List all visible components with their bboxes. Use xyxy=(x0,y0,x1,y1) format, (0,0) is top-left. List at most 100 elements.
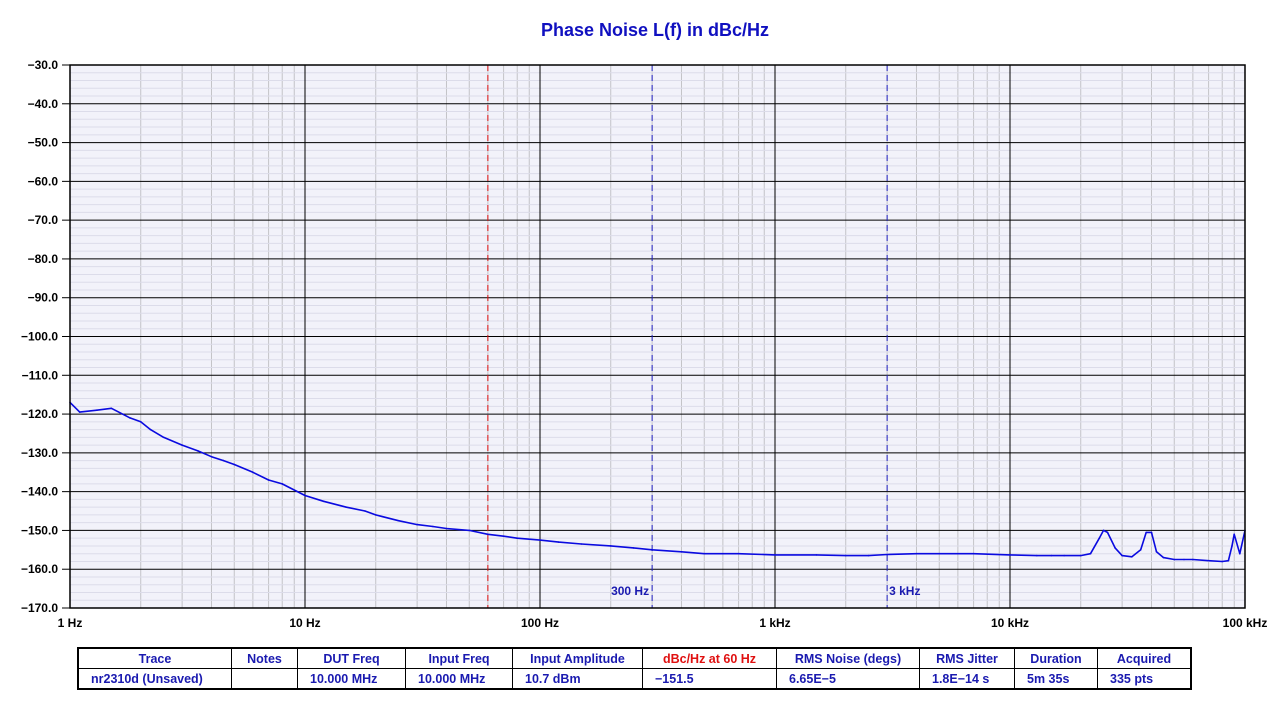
trace-point xyxy=(197,450,199,452)
trace-point xyxy=(1050,554,1053,557)
cell-input-amplitude: 10.7 dBm xyxy=(512,668,643,690)
trace-point xyxy=(1155,551,1158,553)
x-axis-ticks: 1 Hz 10 Hz 100 Hz 1 kHz 10 kHz 100 kHz xyxy=(58,616,1268,630)
trace-point xyxy=(1114,547,1116,549)
x-tick-label: 100 Hz xyxy=(521,616,559,630)
trace-point xyxy=(345,506,348,509)
x-tick-label: 10 Hz xyxy=(289,616,320,630)
x-tick-label: 10 kHz xyxy=(991,616,1029,630)
y-tick-label: −140.0 xyxy=(21,485,58,499)
trace-point xyxy=(1139,549,1142,551)
cell-input-freq: 10.000 MHz xyxy=(405,668,513,690)
cell-dut-freq: 10.000 MHz xyxy=(297,668,406,690)
trace-point xyxy=(222,459,225,462)
y-tick-label: −170.0 xyxy=(21,601,58,615)
header-input-freq: Input Freq xyxy=(405,647,513,669)
trace-point xyxy=(1121,554,1123,557)
trace-point xyxy=(1098,537,1101,539)
trace-point xyxy=(181,444,183,446)
trace-point xyxy=(632,547,635,549)
y-tick-label: −40.0 xyxy=(28,97,59,111)
trace-point xyxy=(1227,559,1230,562)
trace-point xyxy=(1131,556,1133,558)
trace-point xyxy=(267,479,270,481)
trace-point xyxy=(580,543,583,545)
cell-rms-jitter: 1.8E−14 s xyxy=(919,668,1015,690)
trace-point xyxy=(972,552,975,555)
trace-point xyxy=(281,483,284,485)
trace-point xyxy=(557,541,560,543)
trace-point xyxy=(149,428,152,431)
trace-point xyxy=(129,417,131,419)
trace-point xyxy=(252,471,254,474)
trace-point xyxy=(1221,560,1223,563)
marker-label: 3 kHz xyxy=(889,584,920,598)
trace-point xyxy=(703,552,706,555)
trace-point xyxy=(322,500,325,503)
trace-point xyxy=(162,436,165,439)
y-tick-label: −30.0 xyxy=(28,58,59,72)
trace-point xyxy=(1162,556,1165,559)
cell-rms-noise: 6.65E−5 xyxy=(776,668,920,690)
cell-notes xyxy=(231,668,298,690)
trace-point xyxy=(651,549,653,551)
y-tick-label: −50.0 xyxy=(28,136,59,150)
trace-point xyxy=(416,523,418,526)
trace-point xyxy=(1192,558,1194,561)
table-header-row: Trace Notes DUT Freq Input Freq Input Am… xyxy=(77,647,1192,669)
trace-point xyxy=(502,535,505,537)
trace-point xyxy=(1239,552,1241,555)
trace-point xyxy=(364,510,366,512)
trace-point xyxy=(432,525,434,528)
y-tick-label: −120.0 xyxy=(21,407,58,421)
trace-point xyxy=(304,494,306,497)
trace-point xyxy=(774,554,776,556)
trace-point xyxy=(1231,545,1233,547)
trace-point xyxy=(468,529,471,532)
cell-dbc-at-60hz: −151.5 xyxy=(642,668,777,690)
header-notes: Notes xyxy=(231,647,298,669)
trace-point xyxy=(680,551,683,553)
y-tick-label: −60.0 xyxy=(28,174,59,188)
trace-point xyxy=(1102,529,1105,532)
trace-point xyxy=(445,527,448,530)
x-tick-label: 1 kHz xyxy=(759,616,790,630)
y-tick-label: −130.0 xyxy=(21,446,58,460)
header-rms-jitter: RMS Jitter xyxy=(919,647,1015,669)
trace-point xyxy=(539,539,541,541)
chart-title: Phase Noise L(f) in dBc/Hz xyxy=(541,20,769,40)
header-trace: Trace xyxy=(77,647,232,669)
cell-trace: nr2310d (Unsaved) xyxy=(77,668,232,690)
cell-acquired: 335 pts xyxy=(1097,668,1192,690)
trace-point xyxy=(210,455,213,458)
trace-point xyxy=(1106,531,1109,534)
y-tick-label: −90.0 xyxy=(28,291,59,305)
trace-point xyxy=(938,552,941,555)
trace-point xyxy=(1079,554,1082,557)
cell-duration: 5m 35s xyxy=(1014,668,1098,690)
trace-point xyxy=(815,554,818,556)
trace-point xyxy=(110,407,113,410)
header-duration: Duration xyxy=(1014,647,1098,669)
trace-point xyxy=(867,554,870,557)
x-tick-label: 1 Hz xyxy=(58,616,83,630)
trace-point xyxy=(78,411,81,413)
trace-point xyxy=(516,537,518,539)
trace-point xyxy=(1207,559,1210,562)
trace-point xyxy=(1036,554,1038,557)
trace-point xyxy=(139,421,142,423)
measurement-table: Trace Notes DUT Freq Input Freq Input Am… xyxy=(77,647,1192,690)
trace-point xyxy=(737,552,740,555)
header-input-amplitude: Input Amplitude xyxy=(512,647,643,669)
trace-point xyxy=(1233,533,1235,536)
trace-point xyxy=(96,409,98,412)
header-rms-noise: RMS Noise (degs) xyxy=(776,647,920,669)
y-tick-label: −100.0 xyxy=(21,330,58,344)
trace-point xyxy=(1150,531,1153,534)
header-acquired: Acquired xyxy=(1097,647,1192,669)
y-tick-label: −150.0 xyxy=(21,523,58,537)
marker-label: 300 Hz xyxy=(611,584,649,598)
y-axis-ticks: −30.0 −40.0 −50.0 −60.0 −70.0 −80.0 −90.0 −100.… xyxy=(21,58,70,615)
frequency-markers: 300 Hz 3 kHz xyxy=(487,65,920,608)
x-tick-label: 100 kHz xyxy=(1223,616,1268,630)
